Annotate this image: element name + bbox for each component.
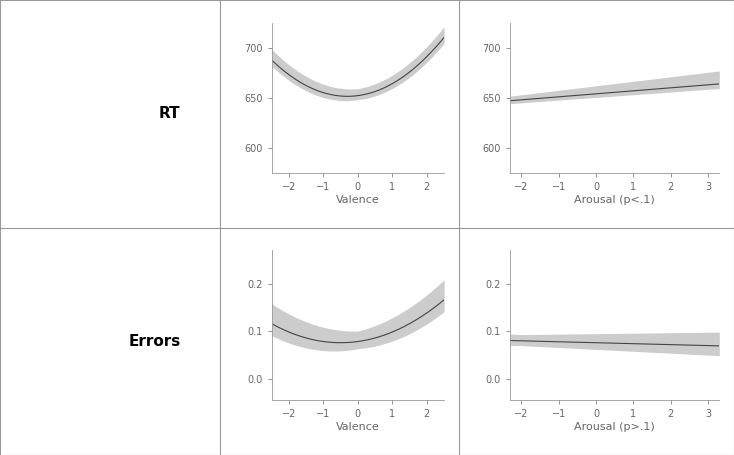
Text: RT: RT <box>159 106 181 121</box>
X-axis label: Valence: Valence <box>336 422 379 432</box>
Text: Errors: Errors <box>128 334 181 349</box>
X-axis label: Valence: Valence <box>336 195 379 205</box>
X-axis label: Arousal (p>.1): Arousal (p>.1) <box>574 422 655 432</box>
X-axis label: Arousal (p<.1): Arousal (p<.1) <box>574 195 655 205</box>
